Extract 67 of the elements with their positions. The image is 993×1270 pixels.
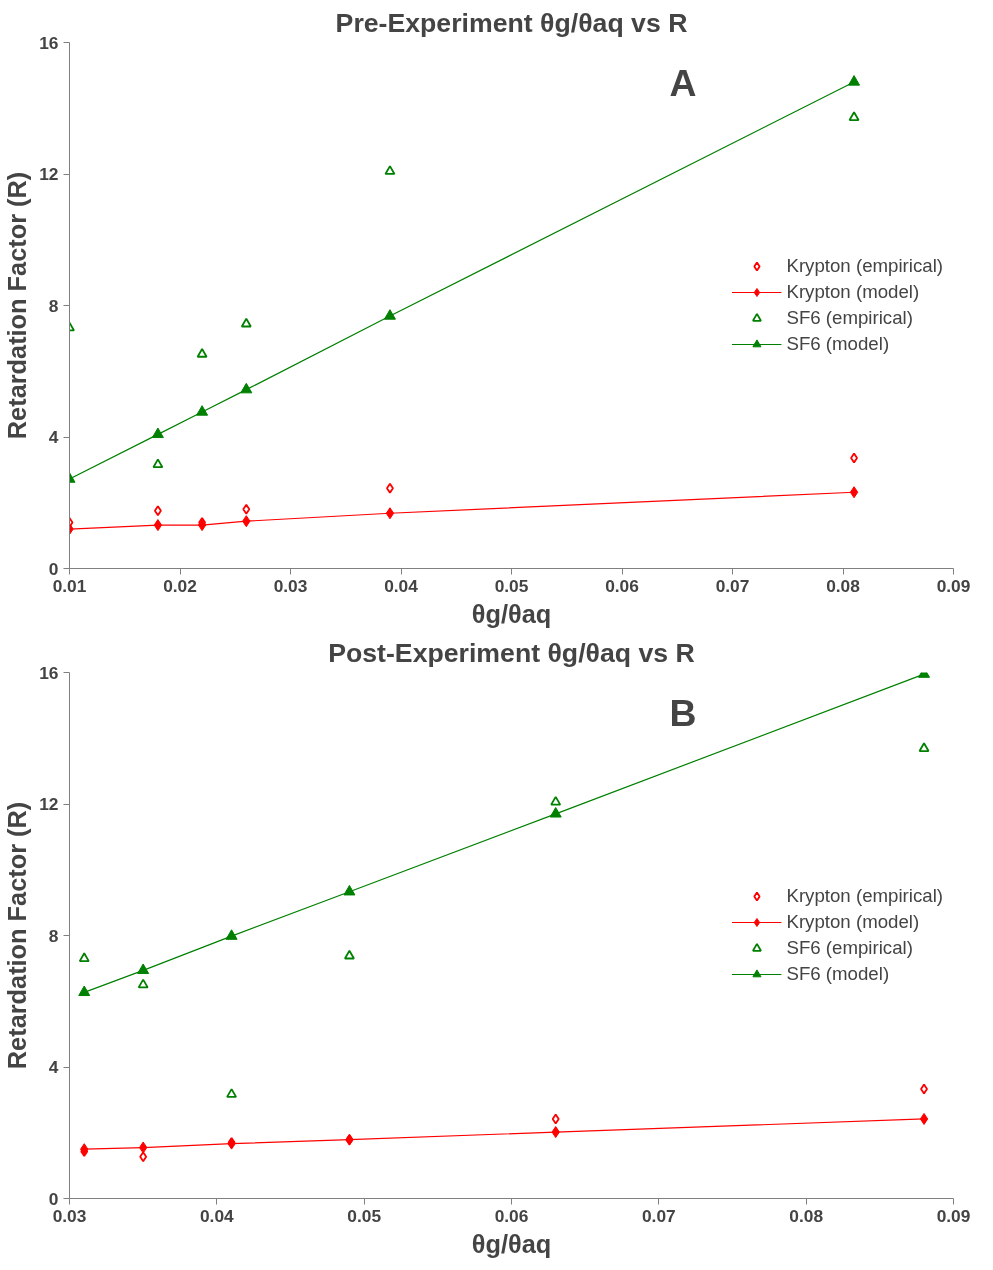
point [385,507,395,520]
y-tick-label: 12 [39,794,59,814]
point [384,165,396,175]
y-tick-label: 8 [48,295,59,316]
x-tick-label: 0.08 [826,575,861,596]
legend-label: Krypton (model) [786,281,920,303]
legend-label: SF6 (empirical) [786,307,913,329]
point [551,1113,560,1125]
x-tick-label: 0.03 [273,575,308,596]
legend-label: Krypton (empirical) [786,885,943,907]
point [344,949,355,960]
point [197,519,207,532]
y-axis-title: Retardation Factor (R) [3,171,32,440]
legend-label: SF6 (model) [786,963,890,985]
point [848,75,861,86]
point [196,405,209,416]
point [152,458,164,469]
legend-label: Krypton (empirical) [786,255,943,277]
legend-label: SF6 (model) [786,333,890,355]
point [139,1151,148,1163]
point [78,985,91,997]
point [550,795,562,806]
x-tick-label: 0.04 [384,575,419,596]
legend-label: Krypton (model) [786,911,920,933]
point [919,1112,929,1125]
point [137,963,150,975]
point [549,807,562,818]
annotation: B [669,691,697,734]
y-tick-label: 8 [48,925,59,946]
y-tick-label: 16 [39,662,59,683]
point [240,317,252,328]
point [78,952,90,963]
point [196,348,208,358]
point [918,742,930,752]
point [849,486,859,499]
y-tick-label: 4 [48,1057,59,1077]
x-tick-label: 0.09 [936,575,971,596]
x-axis-title: θg/θaq [471,599,552,628]
x-tick-label: 0.07 [641,1205,676,1226]
point [153,519,163,532]
x-tick-label: 0.09 [936,1205,971,1226]
x-tick-label: 0.06 [494,1205,529,1226]
x-tick-label: 0.05 [494,575,529,596]
y-axis-title: Retardation Factor (R) [3,801,32,1070]
x-tick-label: 0.04 [199,1205,235,1226]
legend-label: SF6 (empirical) [786,937,913,959]
x-tick-label: 0.08 [789,1205,824,1226]
x-tick-label: 0.06 [605,575,640,596]
annotation: A [669,61,697,104]
point [343,884,356,896]
x-axis-title: θg/θaq [471,1229,552,1258]
point [225,929,238,940]
x-tick-label: 0.07 [715,575,750,596]
x-tick-label: 0.05 [347,1205,382,1226]
y-tick-label: 4 [48,427,59,447]
point [383,309,396,320]
point [242,503,251,515]
chart-title: Pre-Experiment θg/θaq vs R [335,7,688,38]
y-tick-label: 12 [39,164,59,184]
x-tick-label: 0.02 [163,575,197,596]
y-tick-label: 16 [39,32,59,53]
point [137,978,149,989]
point [151,427,164,439]
point [240,382,253,394]
point [848,111,860,121]
point [226,1088,237,1098]
chart-title: Post-Experiment θg/θaq vs R [328,637,695,668]
